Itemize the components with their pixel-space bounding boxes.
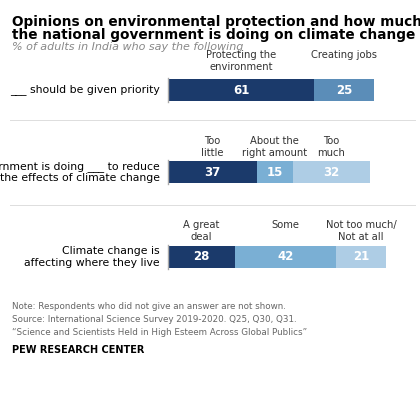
Bar <box>336 246 386 268</box>
Text: the national government is doing on climate change: the national government is doing on clim… <box>12 28 415 42</box>
Text: About the
right amount: About the right amount <box>242 136 307 158</box>
Bar <box>168 79 315 101</box>
Text: “Science and Scientists Held in High Esteem Across Global Publics”: “Science and Scientists Held in High Est… <box>12 328 307 337</box>
Bar <box>315 79 374 101</box>
Text: Opinions on environmental protection and how much: Opinions on environmental protection and… <box>12 15 420 29</box>
Bar <box>257 161 293 183</box>
Text: 32: 32 <box>323 165 339 178</box>
Text: Note: Respondents who did not give an answer are not shown.: Note: Respondents who did not give an an… <box>12 302 286 311</box>
Bar <box>168 161 257 183</box>
Text: Too
little: Too little <box>201 136 224 158</box>
Text: 21: 21 <box>353 250 369 263</box>
Text: Protecting the
environment: Protecting the environment <box>206 50 276 71</box>
Text: 42: 42 <box>278 250 294 263</box>
Text: 28: 28 <box>194 250 210 263</box>
Text: Creating jobs: Creating jobs <box>311 50 378 60</box>
Text: Too
much: Too much <box>317 136 345 158</box>
Text: Government is doing ___ to reduce
the effects of climate change: Government is doing ___ to reduce the ef… <box>0 161 160 183</box>
Bar <box>168 246 235 268</box>
Text: ___ should be given priority: ___ should be given priority <box>10 84 160 95</box>
Text: Not too much/
Not at all: Not too much/ Not at all <box>326 220 396 242</box>
Bar <box>235 246 336 268</box>
Bar <box>293 161 370 183</box>
Text: 25: 25 <box>336 84 352 97</box>
Text: PEW RESEARCH CENTER: PEW RESEARCH CENTER <box>12 345 144 355</box>
Text: 61: 61 <box>233 84 249 97</box>
Text: Some: Some <box>272 220 299 230</box>
Text: A great
deal: A great deal <box>184 220 220 242</box>
Text: Climate change is
affecting where they live: Climate change is affecting where they l… <box>24 246 160 268</box>
Text: % of adults in India who say the following: % of adults in India who say the followi… <box>12 42 243 52</box>
Text: 15: 15 <box>267 165 283 178</box>
Text: 37: 37 <box>204 165 221 178</box>
Text: Source: International Science Survey 2019-2020. Q25, Q30, Q31.: Source: International Science Survey 201… <box>12 315 297 324</box>
